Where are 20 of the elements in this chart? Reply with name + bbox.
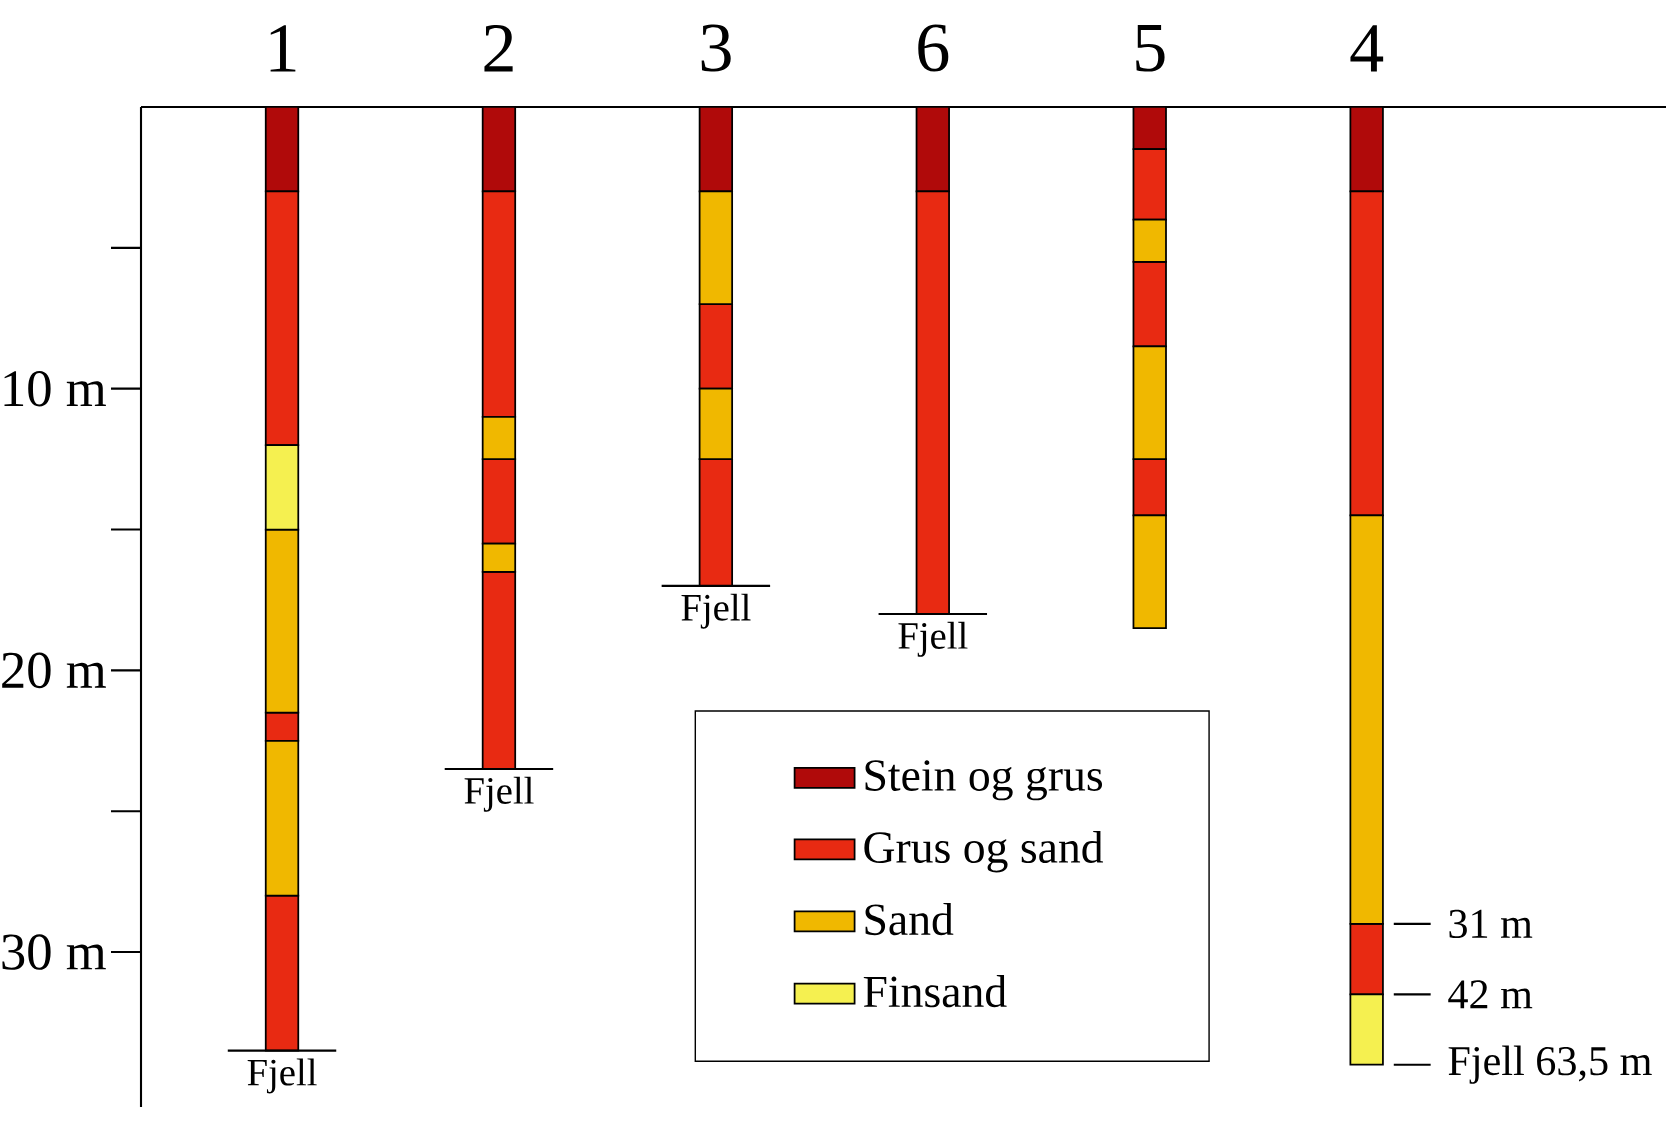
- annotation: Fjell: [898, 621, 968, 657]
- legend-label: Stein og grus: [865, 760, 1103, 801]
- annotation: 31 m: [1449, 909, 1533, 939]
- y-tick-label: 10 m: [4, 370, 106, 407]
- annotation: Fjell 63,5 m: [1448, 1045, 1652, 1084]
- y-tick-label: 30 m: [2, 934, 106, 970]
- x-tick-label: 1: [270, 25, 296, 72]
- annotation: Fjell: [247, 1058, 317, 1094]
- annotation: Fjell: [681, 593, 751, 629]
- x-tick-label: 3: [701, 24, 731, 72]
- y-tick-label: 20 m: [2, 652, 106, 689]
- x-tick-label: 5: [1136, 24, 1165, 72]
- x-tick-label: 2: [484, 25, 513, 72]
- legend-label: Finsand: [863, 975, 1007, 1008]
- legend-label: Grus og sand: [864, 830, 1104, 873]
- annotation: Fjell: [464, 776, 534, 812]
- x-tick-label: 4: [1350, 25, 1384, 72]
- legend-label: Sand: [865, 903, 954, 936]
- annotation: 42 m: [1448, 980, 1533, 1009]
- x-tick-label: 6: [918, 24, 949, 72]
